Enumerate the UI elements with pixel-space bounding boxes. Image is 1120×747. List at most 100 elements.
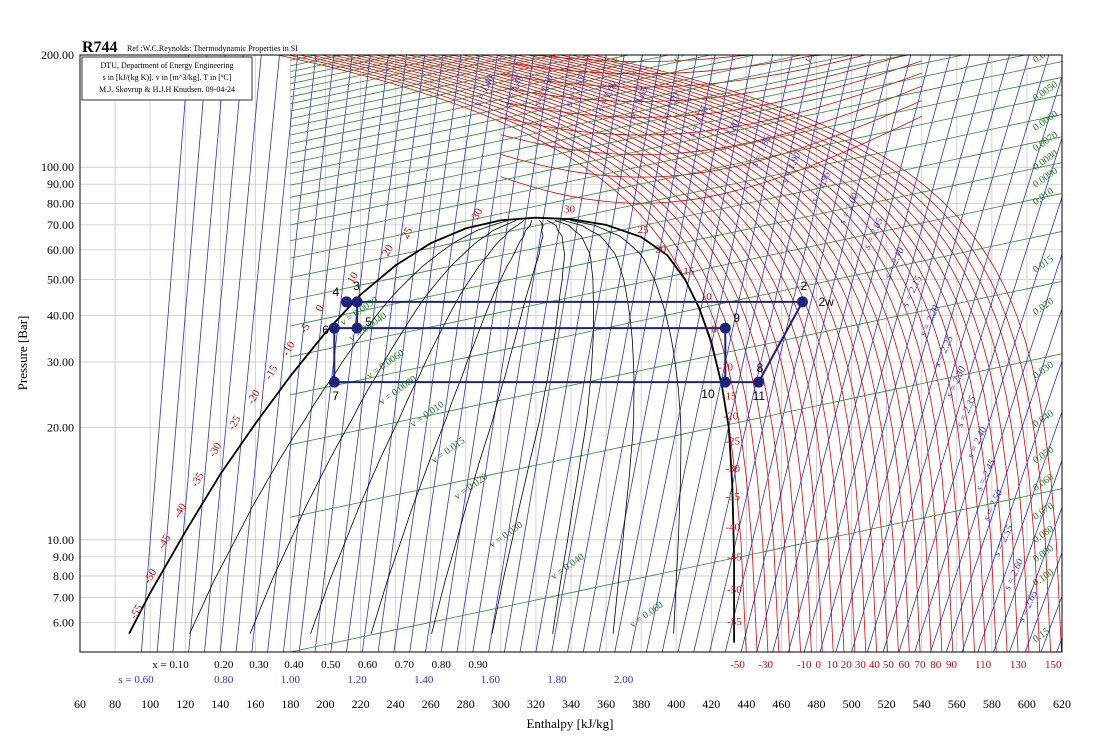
temperature-scale-label: 130 (1010, 659, 1027, 671)
isochore-line (290, 162, 1062, 327)
y-tick-label: 100.00 (41, 160, 74, 174)
cycle-point-marker (797, 296, 808, 308)
isochore-line (290, 280, 1062, 446)
y-tick-label: 7.00 (53, 591, 74, 605)
isotherm-line (484, 55, 954, 652)
cycle-point-label: 5 (365, 315, 372, 329)
x-tick-label: 380 (632, 697, 650, 711)
isentrope-line (867, 55, 1050, 652)
isentrope-line (851, 55, 1030, 652)
cycle-point-label: 11 (753, 389, 766, 403)
temperature-scale-label: 90 (946, 659, 958, 671)
saturation-temperature-label: 0 (313, 303, 326, 314)
isochore-line (290, 55, 344, 67)
isotherm-label: 20 (655, 244, 667, 256)
isotherm-line (500, 60, 922, 118)
isotherm-line (310, 55, 780, 652)
isotherm-line (451, 55, 921, 652)
isentrope-line (740, 55, 892, 652)
isentrope-line (835, 55, 1010, 652)
y-tick-label: 10.00 (47, 533, 74, 547)
isochore-line (290, 55, 593, 119)
y-tick-label: 40.00 (47, 308, 74, 322)
chart-subtitle: Ref :W.C.Reynolds: Thermodynamic Propert… (127, 44, 298, 53)
plot-frame (79, 54, 1063, 653)
isentrope-line (235, 55, 298, 652)
isentrope-line (377, 55, 462, 652)
quality-scale-label: 0.80 (432, 659, 452, 671)
x-tick-label: 340 (562, 697, 580, 711)
entropy-scale-label: 1.00 (281, 674, 301, 686)
quality-line (562, 219, 635, 634)
x-tick-label: 600 (1018, 697, 1036, 711)
x-tick-label: 220 (352, 697, 370, 711)
cycle-point-marker (328, 322, 340, 334)
x-tick-label: 300 (492, 697, 510, 711)
isochore-line (290, 55, 318, 61)
entropy-scale-label: s = 0.60 (118, 674, 154, 686)
isochore-line (290, 55, 713, 145)
isentrope-line (788, 55, 951, 652)
isochore-line (290, 55, 557, 112)
isentrope-line (882, 74, 1062, 652)
isotherm-line (495, 55, 964, 652)
isotherm-line (500, 55, 922, 88)
y-tick-label: 80.00 (47, 196, 74, 210)
x-tick-label: 60 (74, 697, 86, 711)
isochore-line (290, 55, 965, 198)
quality-scale-label: 0.40 (284, 659, 304, 671)
cycle-point-marker (328, 376, 340, 388)
isotherm-line (408, 55, 877, 652)
cycle-point-label: 2 (801, 279, 808, 293)
x-tick-label: 180 (281, 697, 299, 711)
temperature-scale-label: 0 (816, 659, 822, 671)
isentrope-line (219, 55, 280, 652)
isentrope-line (188, 55, 244, 652)
isochore-line (290, 61, 1062, 226)
y-axis-label: Pressure [Bar] (15, 316, 30, 391)
isotherm-label: 30 (564, 204, 576, 216)
isotherm-line (500, 72, 922, 136)
x-tick-label: 460 (772, 697, 790, 711)
x-tick-label: 140 (211, 697, 229, 711)
x-tick-label: 100 (141, 697, 159, 711)
info-line-3: M.J. Skovrup & H.J.H Knudsen. 09-04-24 (99, 85, 235, 94)
isotherm-line (571, 55, 1041, 652)
cycle-point-marker (341, 296, 352, 308)
isotherm-line (500, 85, 922, 156)
isotherm-label: -55 (727, 616, 742, 628)
isentrope-line (330, 55, 407, 652)
cycle-point-marker (719, 322, 731, 334)
info-line-2: s in [kJ/(kg K)]. v in [m^3/kg]. T in [º… (103, 73, 232, 82)
isotherm-line (342, 55, 812, 652)
chart-title: R744 (82, 39, 118, 56)
isotherm-label: -50 (727, 584, 742, 596)
cycle-point-label: 2w (819, 295, 835, 309)
isotherm-label: -45 (727, 552, 742, 564)
isentrope-line (551, 55, 661, 652)
isotherm-line (500, 116, 922, 204)
y-tick-label: 70.00 (47, 218, 74, 232)
y-tick-label: 9.00 (53, 550, 74, 564)
y-tick-label: 200.00 (41, 48, 74, 62)
isochore-line (290, 55, 757, 154)
isotherm-label: -15 (722, 390, 737, 402)
quality-scale-label: x = 0.10 (152, 659, 189, 671)
isochore-line (290, 136, 1062, 301)
isochore-line (290, 55, 631, 127)
isentrope-line (693, 55, 833, 652)
isotherm-line (500, 55, 922, 75)
temperature-scale-label: 150 (1045, 659, 1062, 671)
bottom-scales: x = 0.10 0.20 0.30 0.40 0.50 0.60 0.70 0.80 0.90… (118, 659, 1062, 686)
cycle-point-marker (351, 322, 363, 334)
isotherm-label: 0 (711, 324, 717, 336)
isentrope-line (141, 55, 190, 652)
isentrope-line (803, 55, 971, 652)
x-tick-label: 560 (948, 697, 966, 711)
temperature-scale-label: -30 (758, 659, 773, 671)
isentrope-line (283, 55, 353, 652)
property-lines (141, 55, 1062, 652)
isentrope-line (204, 55, 262, 652)
x-tick-label: 160 (246, 697, 264, 711)
